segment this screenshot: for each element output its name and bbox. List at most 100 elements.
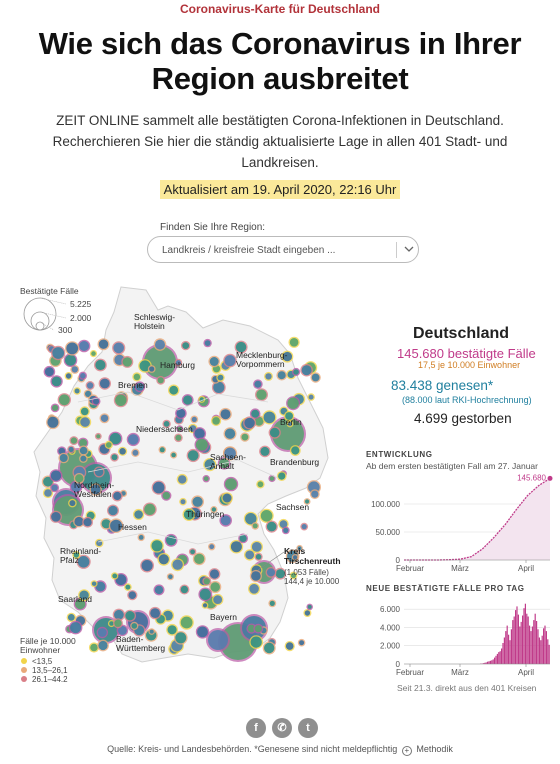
district-marker[interactable] xyxy=(91,351,96,356)
daily-bar[interactable] xyxy=(505,631,507,664)
district-marker[interactable] xyxy=(154,585,164,595)
district-marker[interactable] xyxy=(152,481,165,494)
district-marker[interactable] xyxy=(180,499,186,505)
district-marker[interactable] xyxy=(291,446,300,455)
district-marker[interactable] xyxy=(290,572,297,579)
daily-bar[interactable] xyxy=(489,660,491,664)
district-marker[interactable] xyxy=(311,373,320,382)
daily-bar[interactable] xyxy=(492,659,494,664)
district-marker[interactable] xyxy=(194,553,205,564)
plus-icon[interactable]: + xyxy=(401,746,412,756)
district-marker[interactable] xyxy=(269,427,280,438)
district-marker[interactable] xyxy=(169,385,179,395)
district-marker[interactable] xyxy=(43,476,53,487)
district-marker[interactable] xyxy=(70,437,78,444)
district-marker[interactable] xyxy=(251,542,262,552)
district-marker[interactable] xyxy=(235,341,247,353)
district-marker[interactable] xyxy=(183,395,193,405)
district-marker[interactable] xyxy=(79,446,88,455)
district-marker[interactable] xyxy=(204,340,211,346)
district-marker[interactable] xyxy=(79,590,89,600)
daily-bar[interactable] xyxy=(482,663,484,664)
daily-bar[interactable] xyxy=(538,637,540,665)
district-marker[interactable] xyxy=(50,470,62,481)
district-marker[interactable] xyxy=(293,369,299,375)
district-marker[interactable] xyxy=(264,642,275,654)
district-marker[interactable] xyxy=(266,521,277,532)
district-marker[interactable] xyxy=(100,414,109,422)
district-marker[interactable] xyxy=(311,490,319,498)
district-marker[interactable] xyxy=(212,417,220,425)
daily-bar[interactable] xyxy=(519,626,521,665)
daily-bar[interactable] xyxy=(512,620,514,664)
district-marker[interactable] xyxy=(117,625,127,635)
daily-bar[interactable] xyxy=(541,635,543,664)
district-marker[interactable] xyxy=(91,581,97,586)
daily-bar[interactable] xyxy=(503,637,505,665)
district-marker[interactable] xyxy=(171,452,176,458)
district-marker[interactable] xyxy=(79,341,90,351)
district-marker[interactable] xyxy=(95,359,106,371)
daily-bar[interactable] xyxy=(536,621,538,664)
district-marker[interactable] xyxy=(225,478,237,490)
whatsapp-icon[interactable]: ✆ xyxy=(272,718,292,738)
district-marker[interactable] xyxy=(230,541,242,553)
district-marker[interactable] xyxy=(138,535,144,540)
district-marker[interactable] xyxy=(75,474,84,483)
district-marker[interactable] xyxy=(278,472,286,480)
district-marker[interactable] xyxy=(241,433,249,441)
district-marker[interactable] xyxy=(217,374,224,381)
district-marker[interactable] xyxy=(256,389,267,400)
district-marker[interactable] xyxy=(97,628,107,637)
daily-bar[interactable] xyxy=(544,625,546,664)
district-marker[interactable] xyxy=(301,524,307,530)
daily-bar[interactable] xyxy=(531,626,533,665)
daily-bar[interactable] xyxy=(545,631,547,664)
district-marker[interactable] xyxy=(285,642,294,650)
district-marker[interactable] xyxy=(51,376,62,387)
district-marker[interactable] xyxy=(224,428,236,439)
district-marker[interactable] xyxy=(277,371,286,380)
district-marker[interactable] xyxy=(149,629,154,634)
district-marker[interactable] xyxy=(109,621,114,626)
district-marker[interactable] xyxy=(287,397,299,409)
district-marker[interactable] xyxy=(254,380,262,388)
district-marker[interactable] xyxy=(251,409,260,418)
district-marker[interactable] xyxy=(293,555,298,560)
district-marker[interactable] xyxy=(220,409,231,420)
district-marker[interactable] xyxy=(52,347,65,359)
district-marker[interactable] xyxy=(90,484,101,495)
district-marker[interactable] xyxy=(187,450,199,461)
district-marker[interactable] xyxy=(85,390,92,397)
daily-bar[interactable] xyxy=(508,634,510,664)
district-marker[interactable] xyxy=(155,339,165,350)
district-marker[interactable] xyxy=(183,509,195,520)
district-marker[interactable] xyxy=(131,623,138,629)
district-marker[interactable] xyxy=(266,568,276,577)
district-marker[interactable] xyxy=(51,512,61,522)
district-marker[interactable] xyxy=(195,438,208,451)
district-marker[interactable] xyxy=(211,507,217,512)
district-marker[interactable] xyxy=(285,412,293,420)
daily-bar[interactable] xyxy=(520,621,522,664)
daily-bar[interactable] xyxy=(513,616,515,665)
district-marker[interactable] xyxy=(115,574,127,586)
district-marker[interactable] xyxy=(108,505,118,516)
district-marker[interactable] xyxy=(77,556,90,568)
district-marker[interactable] xyxy=(80,372,86,379)
daily-bar[interactable] xyxy=(491,660,493,664)
district-marker[interactable] xyxy=(175,434,182,441)
district-marker[interactable] xyxy=(112,573,118,579)
germany-map[interactable]: Bestätigte Fälle 5.225 2.000 300 Schlesw… xyxy=(18,282,363,682)
daily-bar[interactable] xyxy=(515,610,517,664)
region-search-input[interactable] xyxy=(162,241,382,259)
cumulative-cases-chart[interactable]: 0 50.000 100.000 145.680 Februar März April xyxy=(360,466,556,576)
district-marker[interactable] xyxy=(194,428,205,439)
district-marker[interactable] xyxy=(254,416,264,426)
daily-bar[interactable] xyxy=(540,640,542,664)
district-marker[interactable] xyxy=(250,636,262,648)
district-marker[interactable] xyxy=(180,585,189,594)
district-marker[interactable] xyxy=(203,476,209,482)
district-marker[interactable] xyxy=(308,394,314,400)
district-marker[interactable] xyxy=(283,527,289,533)
